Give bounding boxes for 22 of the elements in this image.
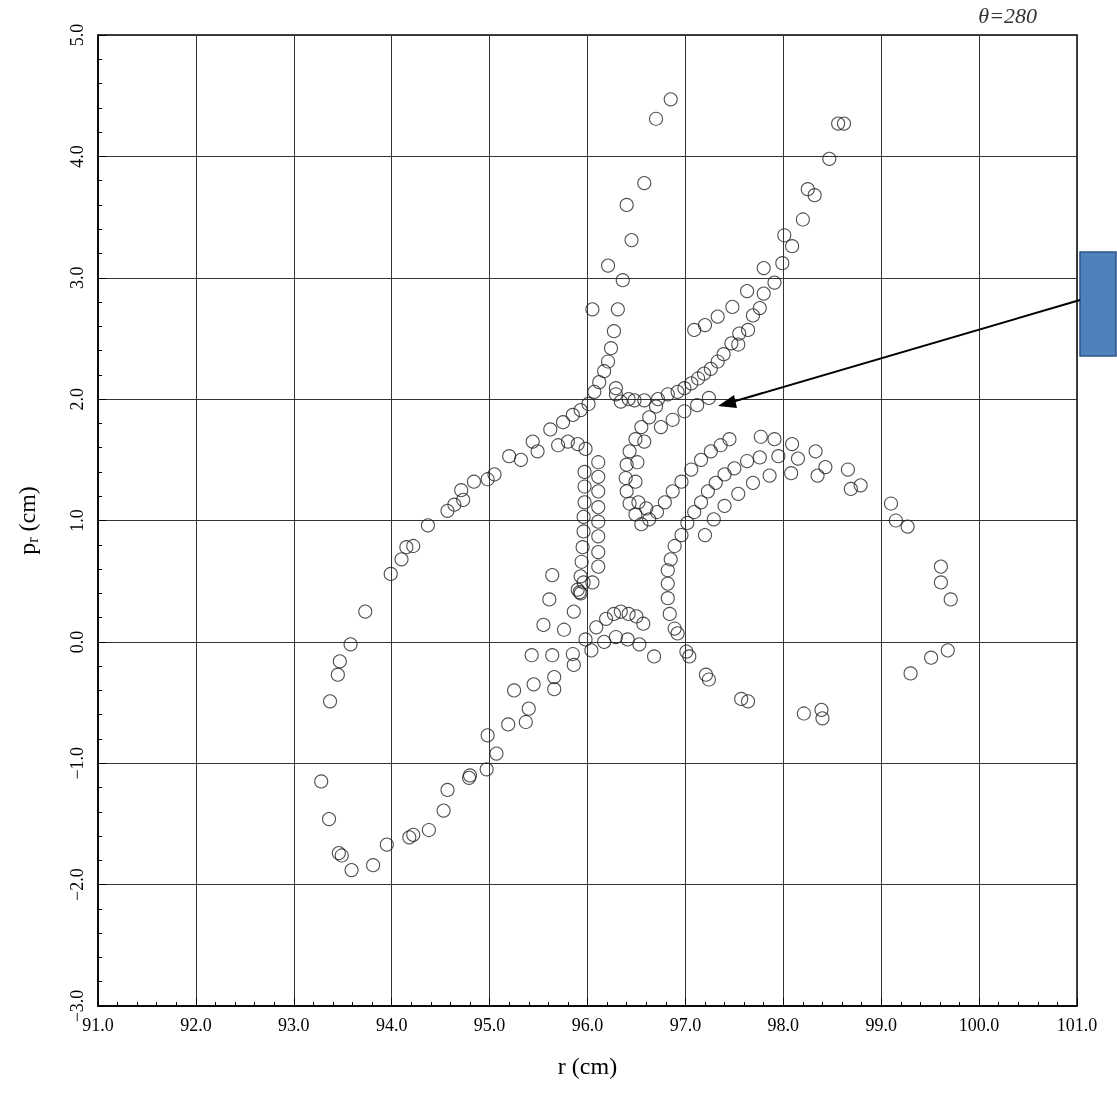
x-tick-label: 93.0 [278, 1015, 310, 1035]
x-tick-label: 91.0 [82, 1015, 114, 1035]
x-tick-label: 99.0 [865, 1015, 897, 1035]
y-tick-label: 3.0 [67, 266, 87, 289]
x-tick-label: 100.0 [958, 1015, 1000, 1035]
x-tick-label: 98.0 [767, 1015, 800, 1035]
x-tick-label: 94.0 [375, 1015, 408, 1035]
y-tick-label: 2.0 [67, 387, 87, 411]
y-tick-label: −1.0 [67, 746, 87, 780]
y-tick-label: 5.0 [67, 23, 87, 47]
x-axis-title: r (cm) [557, 1053, 618, 1079]
x-tick-label: 101.0 [1056, 1015, 1098, 1035]
y-axis-title: pr (cm) [14, 486, 41, 555]
y-tick-label: 4.0 [67, 145, 87, 168]
y-tick-label: −2.0 [67, 868, 87, 901]
x-tick-label: 96.0 [571, 1015, 604, 1035]
y-tick-label: 1.0 [67, 509, 87, 532]
y-tick-label: 0.0 [67, 630, 87, 654]
x-tick-label: 97.0 [669, 1015, 702, 1035]
x-tick-label: 92.0 [180, 1015, 212, 1035]
x-tick-label: 95.0 [473, 1015, 506, 1035]
text: θ=280 [978, 2, 1037, 28]
